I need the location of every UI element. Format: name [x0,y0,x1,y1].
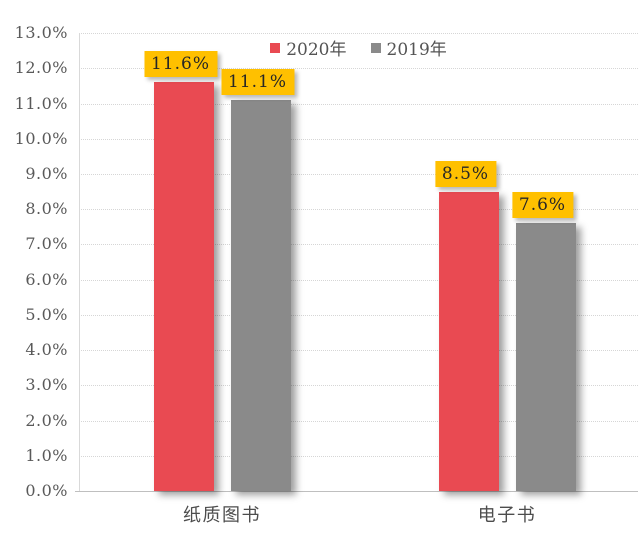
category-label: 纸质图书 [183,505,261,526]
y-axis-tick-label: 2.0% [25,410,68,430]
legend-item-2020年: 2020年 [270,35,347,60]
gridline [79,350,638,352]
gridline [79,420,638,422]
y-axis-tick-label: 3.0% [25,375,68,395]
y-axis-tick-label: 7.0% [25,234,68,254]
bar-series1-cat1 [153,82,214,491]
legend-swatch-icon [270,42,281,53]
legend-label: 2020年 [286,40,347,60]
y-axis-line [79,33,80,491]
y-axis-tick-label: 4.0% [25,340,68,360]
gridline [79,209,638,211]
gridline [79,33,638,34]
category-label: 电子书 [477,505,537,526]
y-axis-tick-label: 10.0% [14,128,68,148]
y-axis-tick-label: 13.0% [14,23,68,42]
y-axis-tick-label: 0.0% [25,481,68,500]
data-label: 7.6% [511,192,574,219]
gridline [79,455,638,457]
y-axis-tick-label: 8.0% [25,199,68,219]
gridline [79,314,638,316]
legend: 2020年 2019年 [79,35,638,60]
y-axis-tick-label: 11.0% [14,93,68,113]
y-axis-tick-label: 6.0% [25,269,68,289]
x-axis-line [75,491,638,492]
legend-label: 2019年 [386,40,447,60]
data-label: 11.1% [220,68,295,95]
gridline [79,68,638,70]
data-label: 11.6% [143,51,218,78]
bar-series2-cat1 [230,99,291,491]
gridline [79,173,638,175]
bar-series1-cat2 [438,191,499,491]
gridline [79,103,638,105]
y-axis-tick-label: 5.0% [25,304,68,324]
legend-item-2019年: 2019年 [370,35,447,60]
bar-series2-cat2 [515,223,576,491]
legend-swatch-icon [370,42,381,53]
gridline [79,244,638,246]
gridline [79,279,638,281]
y-axis-tick-label: 9.0% [25,163,68,183]
gridline [79,385,638,387]
data-label: 8.5% [434,160,497,187]
y-axis-tick-label: 12.0% [14,58,68,78]
y-axis-tick-label: 1.0% [25,445,68,465]
gridline [79,138,638,140]
